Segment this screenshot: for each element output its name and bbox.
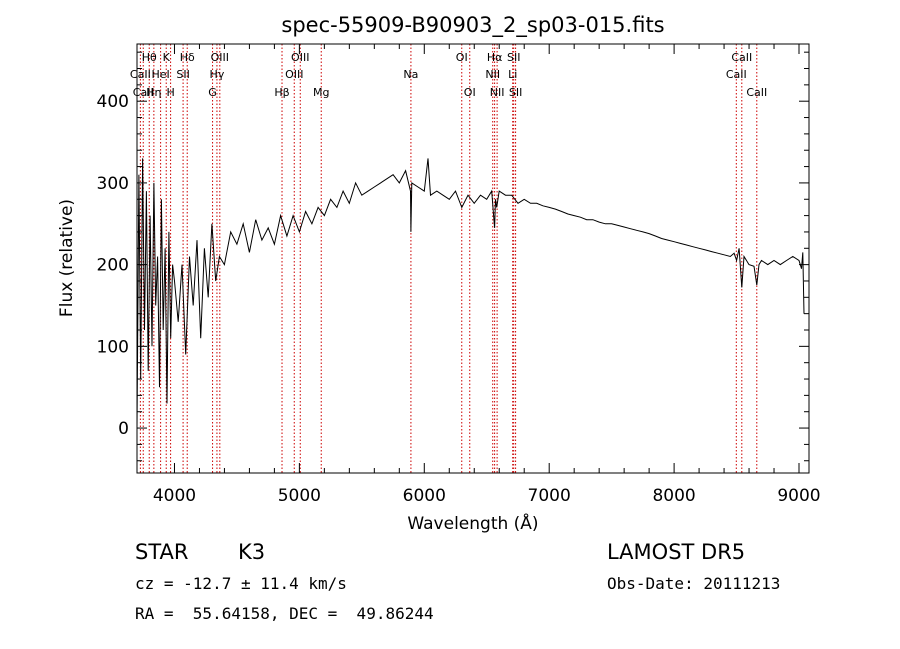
x-tick-label: 8000 — [652, 486, 695, 506]
line-label: Hθ — [142, 51, 157, 64]
y-tick-label: 0 — [118, 419, 129, 439]
line-label: Hδ — [180, 51, 195, 64]
obs-date: Obs-Date: 20111213 — [607, 574, 781, 593]
y-tick-label: 400 — [97, 92, 129, 112]
emission-line-markers — [139, 44, 758, 473]
line-label: OIII — [211, 51, 229, 64]
line-label: Hη — [146, 86, 161, 99]
coordinates: RA = 55.64158, DEC = 49.86244 — [135, 604, 434, 623]
line-label: CaII — [130, 68, 151, 81]
y-tick-label: 200 — [97, 256, 129, 276]
line-label: SII — [176, 68, 189, 81]
line-label: CaII — [726, 68, 747, 81]
line-label: G — [208, 86, 217, 99]
line-label: CaII — [731, 51, 752, 64]
line-label: OI — [456, 51, 468, 64]
x-tick-label: 7000 — [528, 486, 571, 506]
y-axis-label: Flux (relative) — [57, 199, 77, 317]
line-label: Hβ — [274, 86, 289, 99]
line-label: Na — [403, 68, 418, 81]
spectrum-line — [136, 158, 805, 429]
line-label: Mg — [313, 86, 329, 99]
line-label: CaII — [133, 86, 154, 99]
subclass: K3 — [238, 540, 266, 564]
line-label: OI — [464, 86, 476, 99]
line-label: NII — [485, 68, 500, 81]
y-tick-label: 300 — [97, 174, 129, 194]
line-label: H — [166, 86, 174, 99]
line-label: HeI — [151, 68, 169, 81]
x-axis: 4000 5000 6000 7000 8000 9000 — [153, 44, 821, 506]
line-label: SII — [507, 51, 520, 64]
line-label: Hα — [487, 51, 503, 64]
line-label: SII — [509, 86, 522, 99]
redshift-value: cz = -12.7 ± 11.4 km/s — [135, 574, 347, 593]
y-axis: 0 100 200 300 400 — [97, 51, 809, 462]
plot-frame — [136, 43, 810, 474]
x-tick-label: 6000 — [403, 486, 446, 506]
x-axis-label: Wavelength (Å) — [407, 512, 538, 534]
line-label: K — [163, 51, 171, 64]
line-label: OIII — [285, 68, 303, 81]
line-label: CaII — [746, 86, 767, 99]
line-label: NII — [490, 86, 505, 99]
x-tick-label: 5000 — [278, 486, 321, 506]
chart-title: spec-55909-B90903_2_sp03-015.fits — [281, 13, 664, 38]
x-tick-label: 4000 — [153, 486, 196, 506]
line-label: Hγ — [210, 68, 225, 81]
line-label: Li — [508, 68, 517, 81]
survey-name: LAMOST DR5 — [607, 540, 746, 564]
line-label: OIII — [291, 51, 309, 64]
x-tick-label: 9000 — [777, 486, 820, 506]
y-tick-label: 100 — [97, 337, 129, 357]
object-class: STAR — [135, 540, 189, 564]
